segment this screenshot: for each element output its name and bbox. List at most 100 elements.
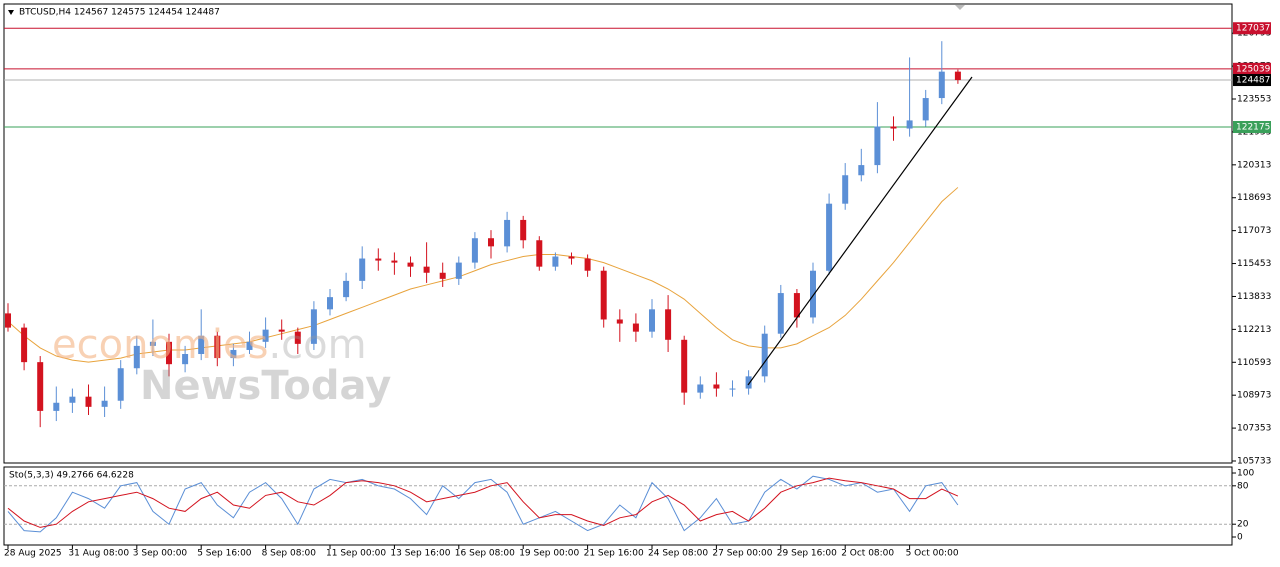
candle-body [713,384,720,389]
x-tick-label: 16 Sep 08:00 [455,549,515,559]
watermark: economies.com [52,322,367,368]
candle-body [198,335,205,355]
menu-arrow[interactable] [8,10,14,15]
y-tick-label: 120313 [1237,160,1271,170]
stoch-line [7,477,959,528]
candle-body [793,293,800,318]
y-tick-label: 110593 [1237,358,1271,368]
y-tick-label: 105733 [1237,457,1271,467]
candle-body [182,354,189,365]
candle-body [69,396,76,403]
indicator-title: Sto(5,3,3) 49.2766 64.6228 [9,471,134,481]
x-tick-label: 27 Sep 00:00 [712,549,772,559]
candle-body [954,71,961,81]
candle-body [471,238,478,263]
candle-body [5,313,11,328]
candle-body [761,333,768,377]
x-tick-label: 13 Sep 16:00 [390,549,450,559]
chart-title: BTCUSD,H4 124567 124575 124454 124487 [19,8,220,18]
y-tick-label: 123553 [1237,95,1271,105]
candle-body [166,341,172,365]
candle-body [938,71,945,99]
candle-body [343,280,350,298]
candle-body [278,329,285,332]
candle-body [117,368,124,401]
x-tick-label: 2 Oct 08:00 [841,549,894,559]
candle-body [214,335,221,359]
candle-body [616,319,623,324]
y-tick-label: 20 [1237,520,1249,530]
candle-body [729,388,736,390]
candle-body [649,309,655,332]
candle-body [536,240,543,267]
x-tick-label: 5 Sep 16:00 [197,549,252,559]
candle-body [584,258,591,271]
candle-body [504,219,511,247]
y-tick-label: 118693 [1237,193,1271,203]
candle-body [310,309,317,344]
x-tick-label: 11 Sep 00:00 [326,549,386,559]
y-tick-label: 0 [1237,533,1243,543]
price-label-box [1233,74,1271,87]
candle-body [745,376,752,389]
price-label: 124487 [1236,76,1270,86]
candle-body [455,262,462,279]
candle-body [37,362,44,411]
trend-line [747,76,973,386]
y-tick-label: 117073 [1237,226,1271,236]
y-tick-label: 107353 [1237,424,1271,434]
candle-body [568,256,575,259]
price-label-box [1233,121,1271,134]
candle-body [101,400,108,407]
x-tick-label: 29 Sep 16:00 [777,549,837,559]
candle-body [262,329,269,342]
candle-body [423,266,430,273]
candle-body [488,238,494,247]
y-tick-label: 113833 [1237,292,1271,302]
price-label-box [1233,62,1271,75]
candle-body [826,203,833,271]
candle-body [552,256,559,267]
stoch-line [7,475,959,533]
candle-body [21,327,28,363]
candle-body [85,396,92,407]
x-tick-label: 28 Aug 2025 [4,549,62,559]
x-tick-label: 21 Sep 16:00 [584,549,644,559]
x-tick-label: 8 Sep 08:00 [262,549,317,559]
candle-body [149,341,156,346]
candle-body [327,297,333,310]
watermark: NewsToday [140,363,391,409]
x-tick-label: 5 Oct 00:00 [906,549,959,559]
stoch-panel [3,466,1233,546]
y-tick-label: 112213 [1237,325,1271,335]
candle-body [874,126,881,166]
price-label: 125039 [1236,64,1271,74]
x-tick-label: 3 Sep 00:00 [133,549,188,559]
candle-body [600,270,607,320]
x-tick-label: 24 Sep 08:00 [648,549,708,559]
candle-body [842,175,849,204]
x-tick-label: 19 Sep 00:00 [519,549,579,559]
candle-body [439,272,446,279]
shift-marker [955,5,965,10]
candle-body [777,293,784,334]
candle-body [391,260,398,263]
y-tick-label: 100 [1237,469,1254,479]
main-panel [3,3,1233,464]
candle-body [246,341,253,350]
candle-body [294,331,301,344]
candle-body [681,339,688,393]
candle-body [359,258,366,281]
candle-body [520,219,527,241]
price-label-box [1233,22,1271,35]
candle-body [858,165,865,176]
candle-body [810,270,816,318]
candle-body [230,349,237,359]
candle-body [407,262,414,267]
y-tick-label: 80 [1237,481,1249,491]
price-label: 127037 [1236,24,1270,34]
y-tick-label: 115453 [1237,259,1271,269]
candle-body [922,98,929,121]
x-tick-label: 31 Aug 08:00 [68,549,129,559]
